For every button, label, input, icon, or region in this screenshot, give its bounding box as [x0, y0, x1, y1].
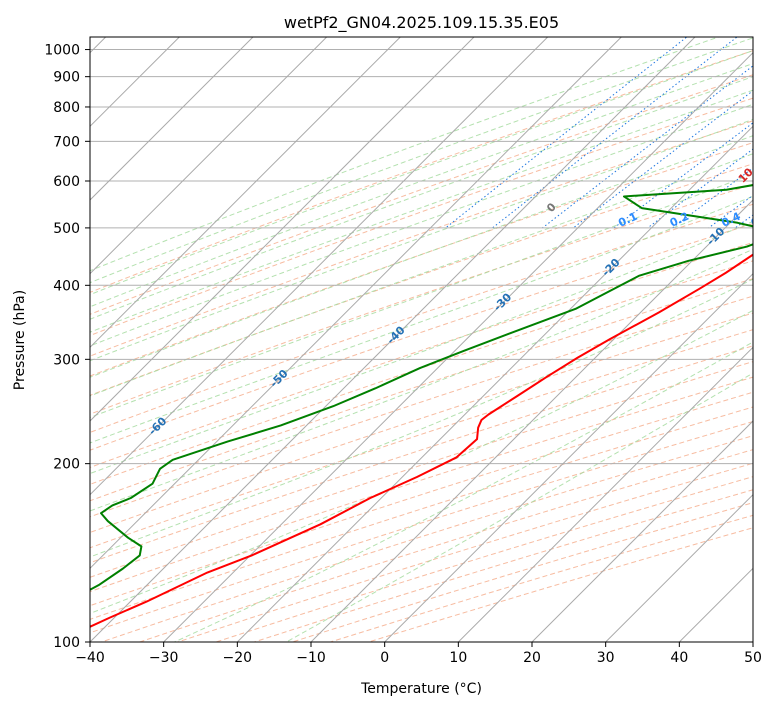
y-tick-label: 500 — [53, 221, 80, 237]
isotherm-line — [457, 346, 753, 642]
y-tick-label: 400 — [53, 278, 80, 294]
dry-adiabat-line — [90, 345, 753, 564]
dry-adiabat-line — [254, 489, 753, 642]
dry-adiabat-line — [368, 527, 753, 642]
mixing-ratio-line — [708, 194, 753, 229]
dry-adiabat-line — [215, 476, 753, 642]
isotherm-line — [90, 37, 549, 496]
dry-adiabat-line — [90, 278, 753, 502]
isotherm-line — [163, 51, 753, 642]
x-tick-label: 50 — [744, 650, 762, 666]
mixing-ratio-line — [734, 214, 753, 229]
x-tick-label: 20 — [523, 650, 541, 666]
x-tick-label: 10 — [449, 650, 467, 666]
axes-frame — [89, 36, 754, 643]
y-tick-label: 200 — [53, 457, 80, 473]
moist-adiabat-line — [90, 278, 753, 558]
isotherm-line — [90, 37, 254, 201]
mixing-ratio-label: 0.1 — [616, 210, 639, 230]
moist-adiabat-line — [90, 37, 721, 272]
moist-adiabat-line — [90, 37, 753, 284]
isotherm-line — [236, 125, 753, 642]
plot-area: -100-90-80-70-60-50-40-30-20-100.10.20.4… — [19, 37, 772, 642]
dry-adiabat-line — [90, 203, 753, 433]
dry-adiabat-line — [90, 241, 753, 469]
dry-adiabat-line — [90, 223, 753, 451]
y-tick-label: 900 — [53, 70, 80, 86]
dry-adiabat-line — [90, 183, 753, 415]
isotherm-line — [605, 493, 753, 642]
isotherm-label: -70 — [19, 467, 42, 490]
x-tick-label: −20 — [223, 650, 253, 666]
x-tick-label: −10 — [296, 650, 326, 666]
dry-adiabat-line — [90, 295, 753, 518]
isotherm-line — [384, 272, 753, 642]
y-tick-label: 1000 — [44, 43, 80, 59]
mixing-ratio-label: 0.6 — [749, 210, 772, 230]
x-tick-label: 0 — [380, 650, 389, 666]
moist-adiabat-line — [90, 195, 753, 444]
x-tick-label: −30 — [149, 650, 179, 666]
isotherm-line — [678, 567, 753, 642]
y-tick-label: 300 — [53, 352, 80, 368]
x-tick-label: 40 — [670, 650, 688, 666]
x-tick-label: −40 — [75, 650, 105, 666]
y-axis-label: Pressure (hPa) — [12, 290, 28, 390]
y-tick-label: 800 — [53, 100, 80, 116]
isotherm-line — [90, 37, 328, 275]
moist-adiabat-line — [90, 309, 753, 614]
isotherm-line — [531, 420, 753, 642]
isotherm-line — [310, 199, 753, 642]
moist-adiabat-line — [90, 220, 753, 475]
isotherm-line — [90, 37, 475, 422]
temperature-profile-line — [90, 253, 753, 628]
dewpoint-profile-line — [90, 184, 753, 591]
isotherm-line — [90, 37, 696, 642]
dry-adiabat-line — [139, 449, 753, 642]
isotherm-line — [752, 641, 753, 642]
y-tick-label: 100 — [53, 635, 80, 651]
dry-adiabat-line — [90, 260, 753, 485]
y-tick-label: 600 — [53, 174, 80, 190]
mixing-ratio-line — [672, 167, 753, 229]
mixing-ratio-label: 0.4 — [719, 210, 742, 230]
y-tick-label: 700 — [53, 134, 80, 150]
x-axis-label: Temperature (°C) — [360, 681, 482, 697]
chart-title: wetPf2_GN04.2025.109.15.35.E05 — [284, 13, 559, 33]
isotherm-line — [90, 37, 401, 349]
x-tick-label: 30 — [597, 650, 615, 666]
dry-adiabat-line — [90, 312, 753, 534]
dry-adiabat-line — [90, 329, 753, 549]
dry-adiabat-line — [90, 361, 753, 578]
isotherm-line — [90, 37, 622, 570]
moist-adiabat-line — [286, 372, 753, 642]
